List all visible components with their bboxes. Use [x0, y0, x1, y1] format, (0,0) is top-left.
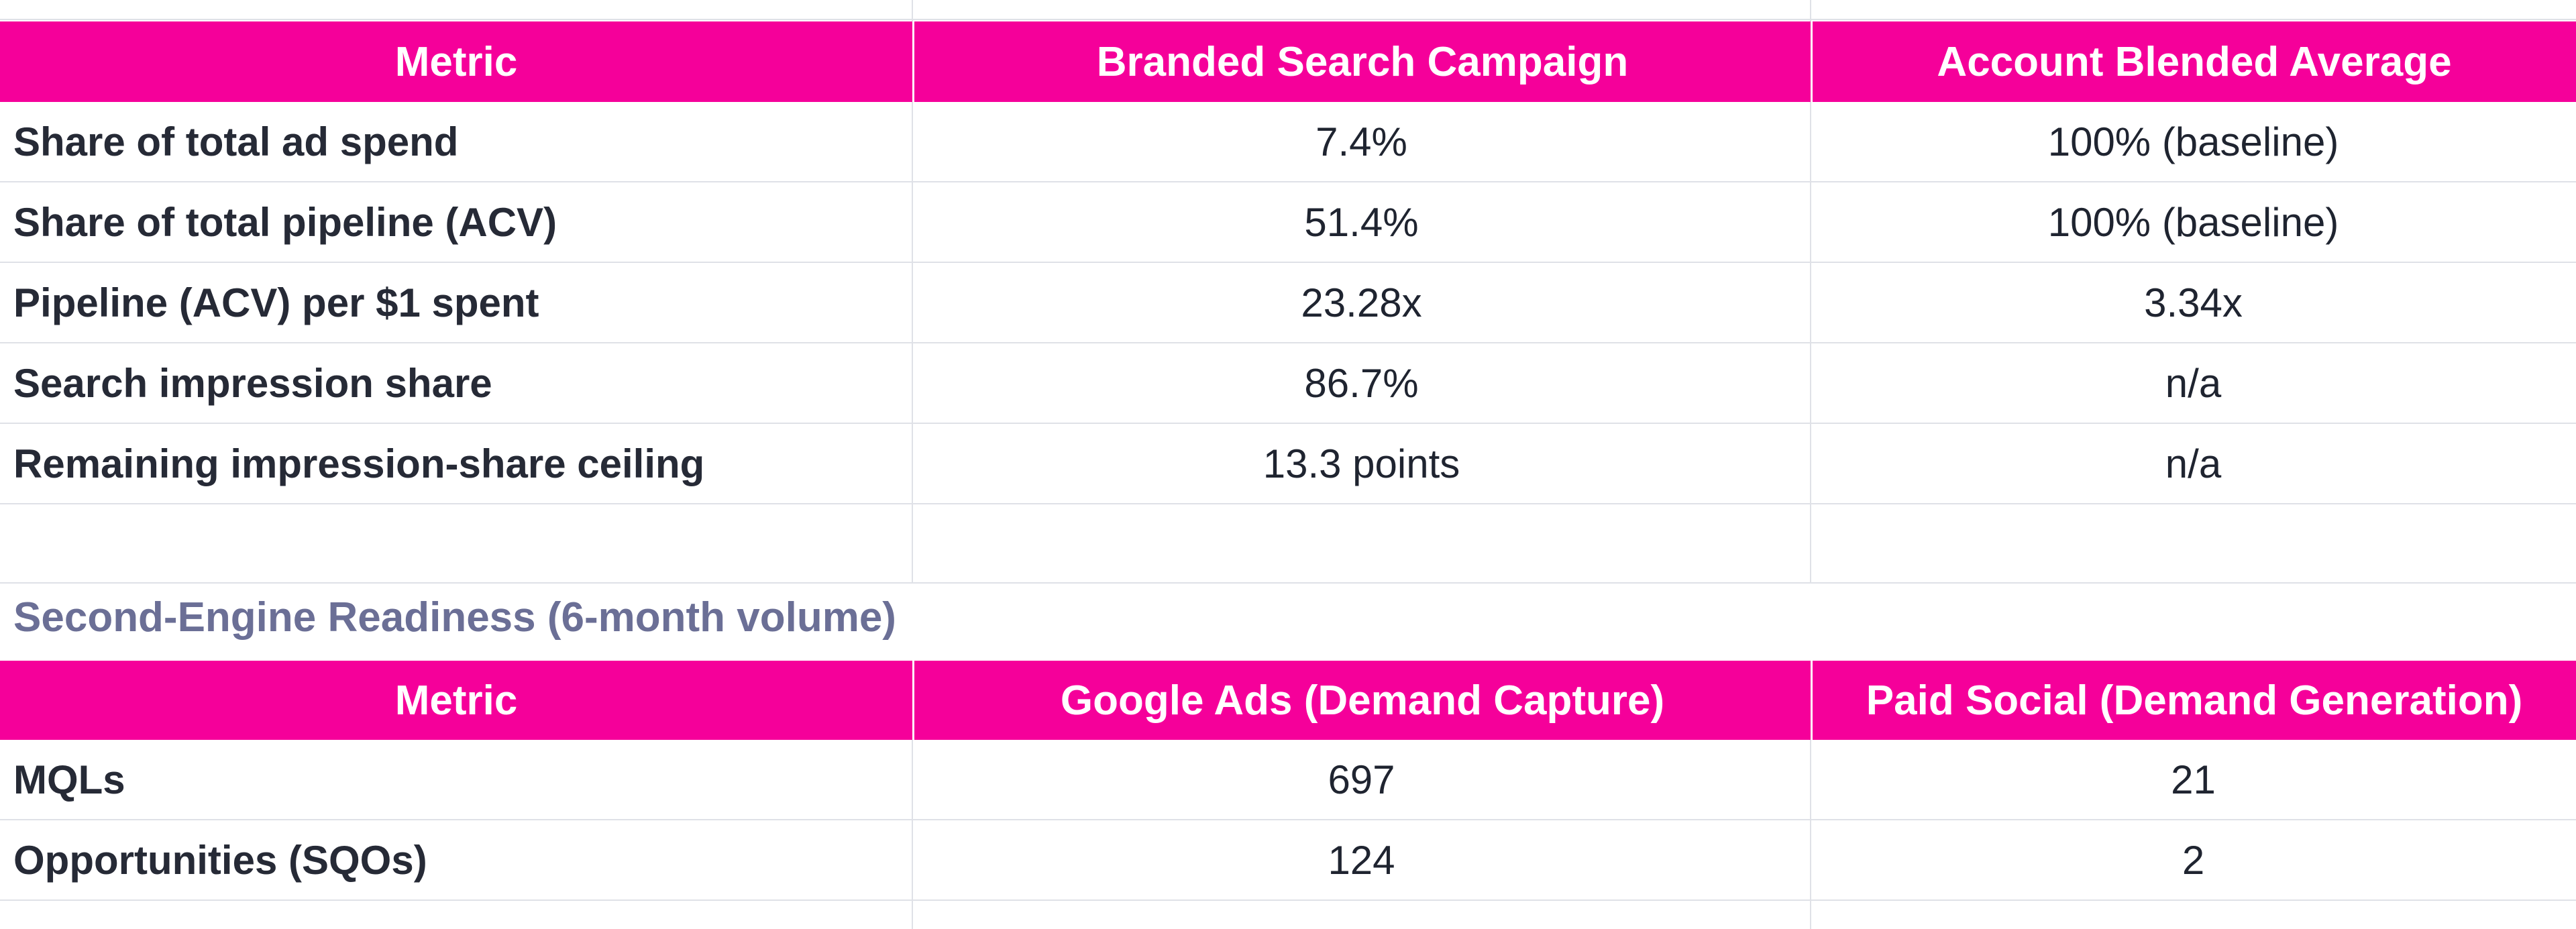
empty-cell[interactable]	[1811, 504, 2576, 582]
column-gridline	[912, 740, 913, 929]
metric-cell[interactable]: Opportunities (SQOs)	[13, 837, 427, 883]
metric-cell[interactable]: Share of total ad spend	[13, 119, 459, 164]
table1-header-account-average[interactable]: Account Blended Average	[1811, 21, 2576, 102]
metric-cell[interactable]: Remaining impression-share ceiling	[13, 441, 705, 486]
empty-cell[interactable]	[0, 504, 912, 582]
value-cell[interactable]: 124	[1328, 837, 1395, 883]
metric-cell[interactable]: Share of total pipeline (ACV)	[13, 199, 557, 245]
table2-header-row: Metric Google Ads (Demand Capture) Paid …	[0, 661, 2576, 740]
metric-cell[interactable]: MQLs	[13, 757, 125, 802]
table-row: Opportunities (SQOs) 124 2	[0, 820, 2576, 901]
table-row: Remaining impression-share ceiling 13.3 …	[0, 424, 2576, 504]
table1-header-metric[interactable]: Metric	[394, 38, 518, 85]
table-row: Share of total pipeline (ACV) 51.4% 100%…	[0, 182, 2576, 263]
table2-header-metric[interactable]: Metric	[394, 677, 518, 724]
value-cell[interactable]: 13.3 points	[1263, 441, 1460, 486]
table-row: Share of total ad spend 7.4% 100% (basel…	[0, 102, 2576, 182]
metric-cell[interactable]: Search impression share	[13, 360, 492, 406]
table-row: Search impression share 86.7% n/a	[0, 343, 2576, 424]
column-gridline	[912, 102, 913, 584]
table-row: Pipeline (ACV) per $1 spent 23.28x 3.34x	[0, 263, 2576, 343]
value-cell[interactable]: 100% (baseline)	[2047, 119, 2339, 164]
column-gridline	[1810, 740, 1811, 929]
empty-row	[0, 504, 2576, 584]
metric-cell[interactable]: Pipeline (ACV) per $1 spent	[13, 280, 539, 325]
column-gridline	[1810, 102, 1811, 584]
value-cell[interactable]: 51.4%	[1304, 199, 1419, 245]
table1-header-branded-search[interactable]: Branded Search Campaign	[912, 21, 1811, 102]
value-cell[interactable]: 86.7%	[1304, 360, 1419, 406]
column-gridline	[912, 0, 913, 21]
table1-header-row: Metric Branded Search Campaign Account B…	[0, 21, 2576, 102]
value-cell[interactable]: n/a	[2165, 441, 2222, 486]
column-gridline	[1810, 0, 1811, 21]
top-empty-row[interactable]	[0, 0, 2576, 20]
table2-header-google-ads[interactable]: Google Ads (Demand Capture)	[912, 661, 1811, 740]
value-cell[interactable]: 7.4%	[1316, 119, 1407, 164]
table-row: MQLs 697 21	[0, 740, 2576, 820]
value-cell[interactable]: 697	[1328, 757, 1395, 802]
value-cell[interactable]: 2	[2182, 837, 2205, 883]
section-title[interactable]: Second-Engine Readiness (6-month volume)	[13, 594, 896, 641]
table2-header-paid-social[interactable]: Paid Social (Demand Generation)	[1811, 661, 2576, 740]
empty-cell[interactable]	[912, 504, 1811, 582]
value-cell[interactable]: n/a	[2165, 360, 2222, 406]
value-cell[interactable]: 100% (baseline)	[2047, 199, 2339, 245]
value-cell[interactable]: 21	[2171, 757, 2216, 802]
value-cell[interactable]: 23.28x	[1301, 280, 1422, 325]
value-cell[interactable]: 3.34x	[2144, 280, 2243, 325]
